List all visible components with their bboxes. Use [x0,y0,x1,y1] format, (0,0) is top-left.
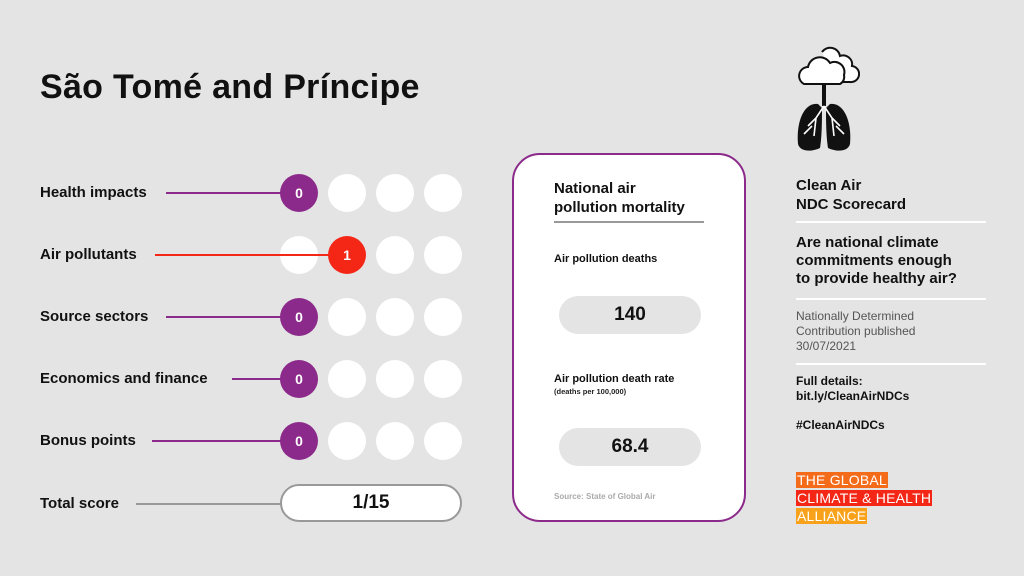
score-dot-filled: 0 [280,360,318,398]
source-note: Source: State of Global Air [554,492,656,501]
score-row-bonus-points: Bonus points 0 [40,421,470,461]
death-rate-value: 68.4 [559,428,701,466]
score-dot-empty [376,236,414,274]
heading-line: Clean Air [796,177,862,194]
deaths-value: 140 [559,296,701,334]
score-dot-empty [424,298,462,336]
score-dot-filled: 0 [280,174,318,212]
global-climate-health-alliance-logo: THE GLOBAL CLIMATE & HEALTH ALLIANCE [796,472,933,526]
hashtag: #CleanAirNDCs [796,418,986,433]
logo-line: ALLIANCE [796,508,868,524]
card-divider [554,221,704,223]
sidebar-divider [796,363,986,365]
death-rate-label: Air pollution death rate [554,373,675,385]
sidebar-divider [796,221,986,223]
score-row-source-sectors: Source sectors 0 [40,297,470,337]
logo-line: CLIMATE & HEALTH [796,490,933,506]
total-score-row: Total score 1/15 [40,484,470,524]
connector-line [152,440,296,442]
score-dot-filled: 0 [280,422,318,460]
question-line: Are national climate [796,234,939,251]
row-label: Economics and finance [40,370,208,387]
meta-line: Nationally Determined [796,309,915,323]
card-title: National air pollution mortality [554,179,685,217]
details-label: Full details: [796,374,863,388]
hashtag-text: #CleanAirNDCs [796,418,885,432]
score-dot-filled: 1 [328,236,366,274]
question-line: to provide healthy air? [796,270,957,287]
score-dot-empty [328,174,366,212]
heading-line: NDC Scorecard [796,196,907,213]
score-dot-empty [424,174,462,212]
score-row-air-pollutants: Air pollutants 1 [40,235,470,275]
logo-line: THE GLOBAL [796,472,888,488]
score-dot-empty [328,298,366,336]
connector-line [136,503,282,505]
row-label: Air pollutants [40,246,137,263]
connector-line [155,254,345,256]
score-dot-empty [424,360,462,398]
ndc-published-info: Nationally Determined Contribution publi… [796,309,986,354]
mortality-card: National air pollution mortality Air pol… [512,153,746,522]
lungs-cloud-icon [794,46,870,156]
card-title-line: National air [554,180,636,197]
row-label: Health impacts [40,184,147,201]
score-dot-empty [328,360,366,398]
death-rate-sublabel: (deaths per 100,000) [554,387,627,396]
scorecard-question: Are national climate commitments enough … [796,234,986,288]
score-dot-empty [376,174,414,212]
row-label: Source sectors [40,308,149,325]
score-dot-empty [376,298,414,336]
score-dot-empty [424,236,462,274]
score-dot-empty [424,422,462,460]
score-row-health-impacts: Health impacts 0 [40,173,470,213]
publish-date: 30/07/2021 [796,339,857,353]
meta-line: Contribution published [796,324,916,338]
details-link[interactable]: bit.ly/CleanAirNDCs [796,389,910,403]
total-score-label: Total score [40,495,119,512]
row-label: Bonus points [40,432,136,449]
score-dot-empty [376,360,414,398]
score-dot-filled: 0 [280,298,318,336]
card-title-line: pollution mortality [554,199,685,216]
score-dot-empty [376,422,414,460]
connector-line [166,192,296,194]
deaths-label: Air pollution deaths [554,253,658,265]
connector-line [166,316,296,318]
connector-line [232,378,296,380]
scorecard-heading: Clean Air NDC Scorecard [796,176,986,214]
score-dot-empty [328,422,366,460]
full-details: Full details: bit.ly/CleanAirNDCs [796,374,986,404]
total-score-value: 1/15 [280,484,462,522]
score-row-economics-finance: Economics and finance 0 [40,359,470,399]
question-line: commitments enough [796,252,952,269]
page-title: São Tomé and Príncipe [40,68,420,106]
sidebar-divider [796,298,986,300]
